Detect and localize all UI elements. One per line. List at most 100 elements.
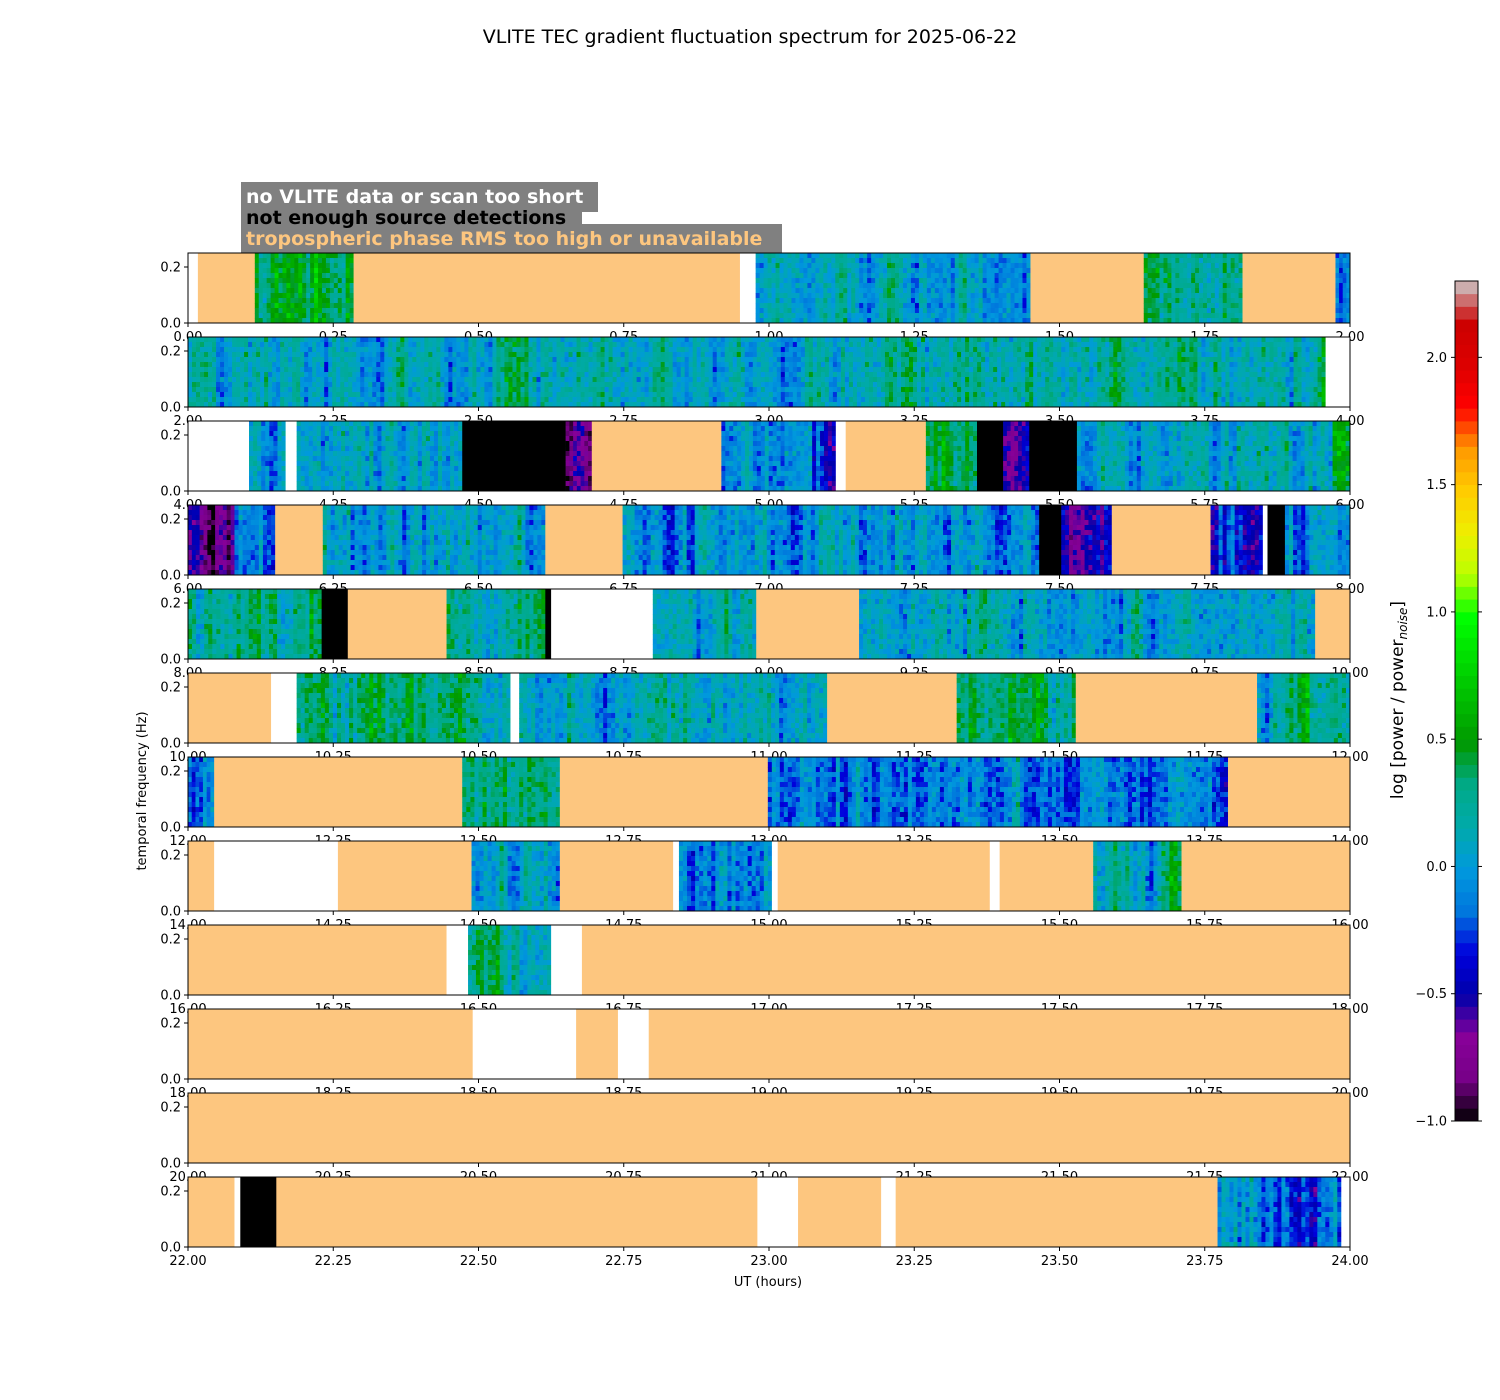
spectrum-cell: [1057, 377, 1062, 383]
spectrum-cell: [962, 303, 968, 309]
spectrum-cell: [282, 298, 287, 304]
spectrum-cell: [476, 337, 481, 343]
spectrum-cell: [460, 342, 465, 348]
spectrum-cell: [712, 382, 718, 388]
spectrum-cell: [340, 337, 345, 343]
spectrum-cell: [460, 362, 465, 368]
spectrum-cell: [356, 367, 361, 373]
spectrum-cell: [1045, 337, 1050, 343]
spectrum-cell: [384, 357, 389, 363]
spectrum-cell: [937, 362, 942, 368]
spectrum-cell: [796, 362, 802, 368]
spectrum-cell: [946, 283, 952, 289]
spectrum-cell: [875, 298, 880, 304]
spectrum-cell: [760, 397, 766, 403]
spectrum-cell: [779, 293, 784, 299]
spectrum-cell: [1203, 273, 1208, 279]
spectrum-cell: [945, 377, 950, 383]
spectrum-cell: [953, 377, 958, 383]
spectrum-cell: [1183, 263, 1188, 269]
spectrum-cell: [1195, 318, 1200, 324]
spectrum-cell: [356, 397, 361, 403]
spectrum-cell: [859, 318, 864, 324]
spectrum-cell: [938, 283, 944, 289]
spectrum-cell: [1026, 268, 1031, 274]
spectrum-cell: [388, 372, 393, 378]
spectrum-cell: [760, 382, 766, 388]
spectrum-cell: [1069, 392, 1074, 398]
spectrum-cell: [1077, 387, 1082, 393]
spectrum-cell: [656, 357, 662, 363]
spectrum-cell: [852, 387, 858, 393]
spectrum-cell: [345, 253, 351, 259]
spectrum-cell: [324, 357, 329, 363]
spectrum-cell: [938, 308, 944, 314]
spectrum-cell: [780, 362, 786, 368]
spectrum-cell: [744, 347, 750, 353]
spectrum-cell: [808, 342, 814, 348]
spectrum-cell: [990, 278, 996, 284]
spectrum-cell: [827, 273, 832, 279]
spectrum-cell: [349, 303, 354, 309]
spectrum-cell: [807, 313, 812, 319]
spectrum-cell: [791, 253, 796, 259]
spectrum-cell: [424, 392, 429, 398]
spectrum-cell: [1073, 357, 1078, 363]
spectrum-cell: [480, 367, 485, 373]
spectrum-cell: [816, 347, 822, 353]
spectrum-cell: [1171, 318, 1176, 324]
spectrum-cell: [294, 278, 299, 284]
spectrum-cell: [1163, 263, 1168, 269]
spectrum-cell: [380, 362, 385, 368]
spectrum-cell: [1005, 377, 1010, 383]
spectrum-cell: [929, 337, 934, 343]
spectrum-cell: [888, 337, 894, 343]
spectrum-cell: [985, 342, 990, 348]
spectrum-cell: [440, 377, 445, 383]
spectrum-cell: [1029, 377, 1034, 383]
spectrum-cell: [958, 258, 964, 264]
spectrum-cell: [684, 397, 690, 403]
spectrum-cell: [812, 367, 818, 373]
spectrum-cell: [232, 397, 237, 403]
spectrum-cell: [1002, 268, 1007, 274]
spectrum-cell: [899, 278, 904, 284]
spectrum-cell: [556, 372, 561, 378]
spectrum-cell: [472, 367, 477, 373]
spectrum-cell: [286, 268, 291, 274]
spectrum-cell: [524, 372, 529, 378]
spectrum-cell: [680, 392, 686, 398]
spectrum-cell: [792, 397, 798, 403]
spectrum-cell: [724, 337, 730, 343]
spectrum-cell: [783, 283, 788, 289]
spectrum-cell: [1002, 318, 1007, 324]
spectrum-cell: [930, 293, 936, 299]
spectrum-cell: [302, 278, 307, 284]
spectrum-cell: [376, 352, 381, 358]
spectrum-cell: [548, 357, 553, 363]
spectrum-cell: [664, 397, 670, 403]
spectrum-cell: [196, 377, 201, 383]
spectrum-cell: [843, 278, 848, 284]
spectrum-cell: [961, 392, 966, 398]
spectrum-cell: [807, 263, 812, 269]
spectrum-cell: [795, 308, 800, 314]
spectrum-cell: [460, 377, 465, 383]
spectrum-cell: [700, 372, 706, 378]
spectrum-cell: [744, 357, 750, 363]
spectrum-cell: [970, 258, 976, 264]
spectrum-cell: [333, 293, 339, 299]
spectrum-cell: [404, 342, 409, 348]
spectrum-cell: [851, 293, 856, 299]
spectrum-cell: [1041, 377, 1046, 383]
spectrum-cell: [918, 308, 924, 314]
spectrum-cell: [708, 342, 714, 348]
spectrum-cell: [883, 313, 888, 319]
spectrum-cell: [796, 372, 802, 378]
spectrum-cell: [516, 347, 521, 353]
spectrum-cell: [272, 382, 277, 388]
spectrum-cell: [776, 367, 782, 373]
spectrum-cell: [974, 258, 980, 264]
spectrum-cell: [1093, 342, 1098, 348]
spectrum-cell: [852, 347, 858, 353]
